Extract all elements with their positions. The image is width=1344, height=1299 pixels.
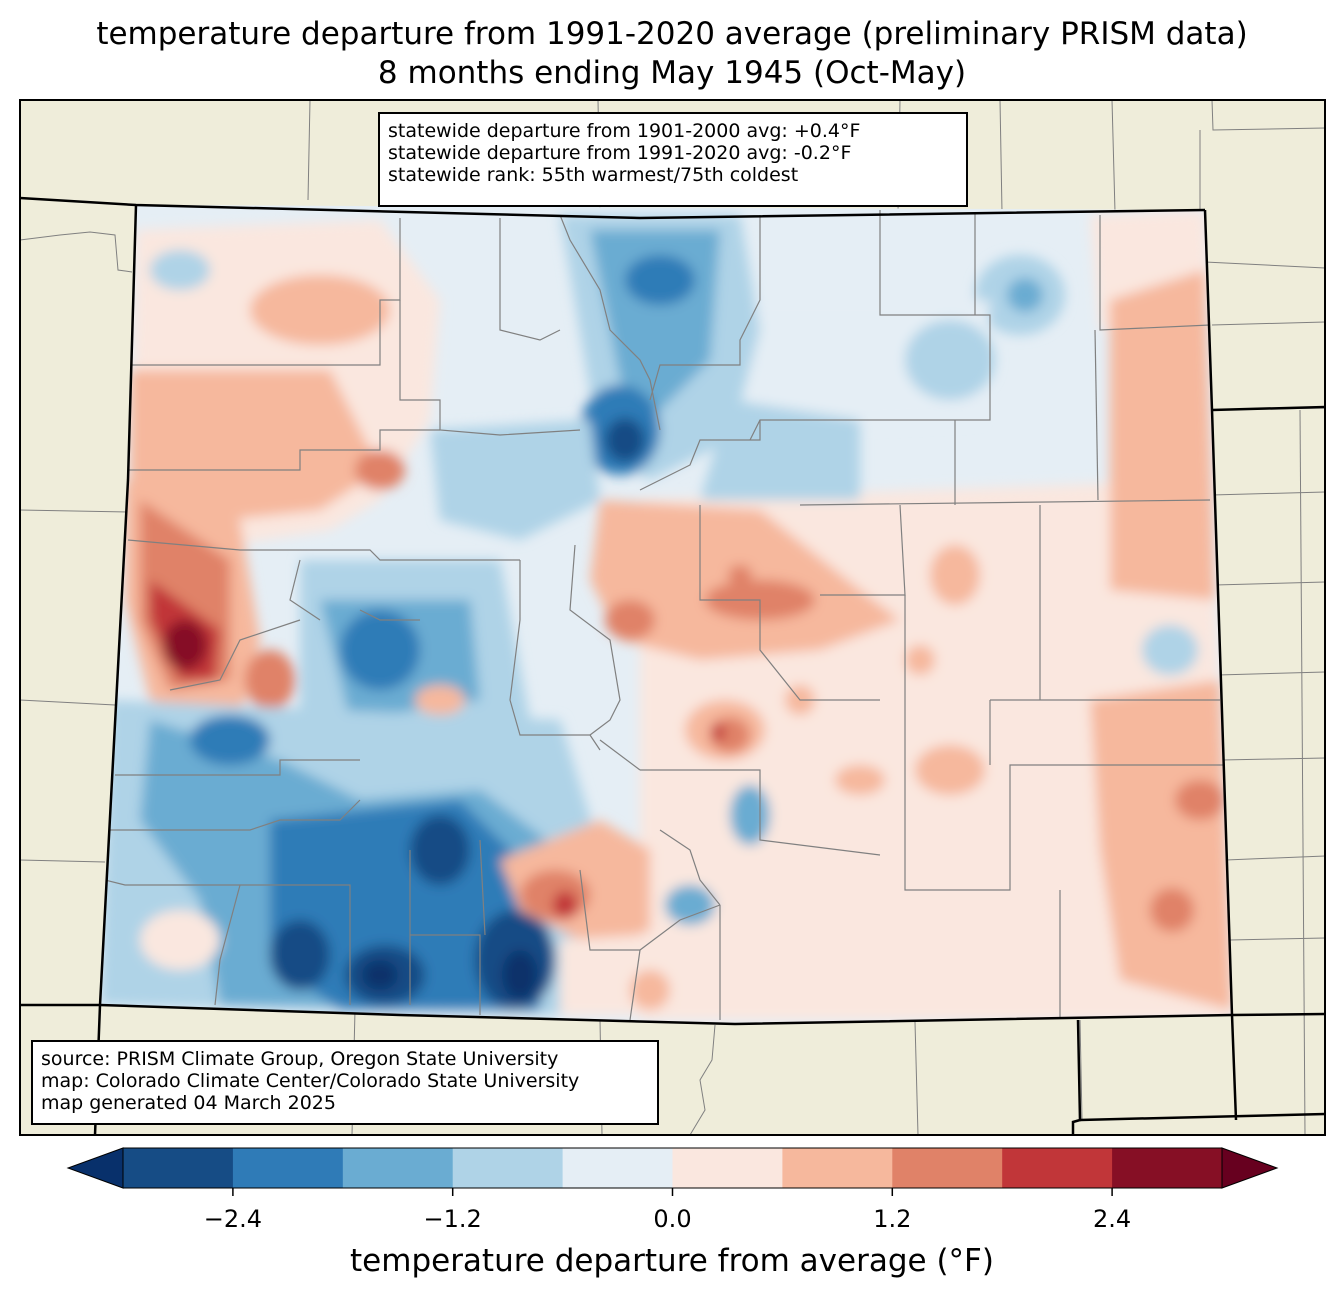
source-line-2: map: Colorado Climate Center/Colorado St… [41,1070,580,1092]
colorbar-segment [562,1148,673,1188]
colorbar-tick-label: 2.4 [1093,1205,1132,1233]
temperature-field [100,205,1232,1024]
source-box: source: PRISM Climate Group, Oregon Stat… [31,1040,659,1125]
colorbar-extend-high [1221,1147,1279,1189]
map-border [19,99,1326,1136]
colorbar-title: temperature departure from average (°F) [350,1243,994,1279]
stats-line-1: statewide departure from 1901-2000 avg: … [388,120,861,142]
map-title-line-2: 8 months ending May 1945 (Oct-May) [377,55,967,91]
colorbar-segment [342,1148,454,1188]
colorbar-tick-label: 0.0 [653,1205,692,1233]
colorbar-tick-label: −2.4 [203,1205,263,1233]
colorbar-segment [452,1148,564,1188]
colorbar-segment [1002,1148,1113,1188]
source-line-3: map generated 04 March 2025 [41,1092,336,1114]
colorbar-segment [123,1148,234,1188]
colorbar-segment [782,1148,893,1188]
colorbar-extend-low [66,1147,124,1189]
colorbar-segment [892,1148,1003,1188]
colorbar-tick-label: 1.2 [873,1205,912,1233]
stats-line-3: statewide rank: 55th warmest/75th coldes… [388,164,799,186]
colorbar [66,1147,1279,1196]
source-line-1: source: PRISM Climate Group, Oregon Stat… [41,1048,559,1070]
colorbar-tick-label: −1.2 [423,1205,482,1233]
colorbar-segment [672,1148,783,1188]
statewide-stats-box: statewide departure from 1901-2000 avg: … [378,112,968,207]
stats-line-2: statewide departure from 1991-2020 avg: … [388,142,852,164]
colorbar-segment [232,1148,344,1188]
colorbar-segment [1112,1148,1223,1188]
map-title-line-1: temperature departure from 1991-2020 ave… [96,16,1248,52]
county-borders [104,210,1225,1021]
